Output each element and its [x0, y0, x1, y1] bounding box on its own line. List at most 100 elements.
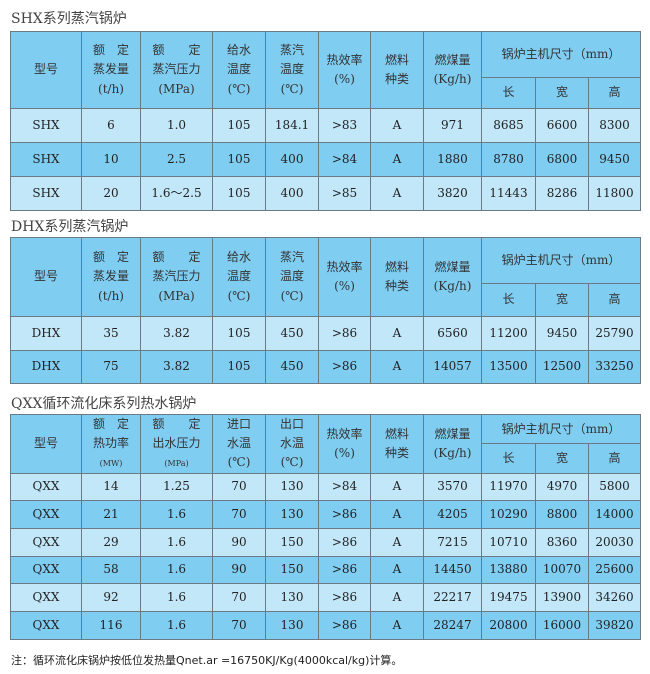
table-cell: 29	[81, 527, 141, 557]
column-header: 燃煤量 (Kg/h)	[423, 237, 482, 317]
table-cell: 105	[212, 316, 266, 351]
dimension-header: 锅炉主机尺寸（mm）	[481, 237, 641, 284]
table-cell: >86	[318, 527, 371, 557]
header-row: 长宽高	[11, 443, 641, 474]
table-cell: 150	[265, 555, 319, 585]
header-text: 蒸汽	[279, 43, 304, 58]
table-cell: 34260	[588, 583, 641, 612]
table-cell: 184.1	[265, 108, 319, 143]
table-cell: >83	[318, 108, 371, 143]
column-header: 燃料 种类	[370, 414, 424, 474]
header-text: 热效率	[326, 426, 363, 441]
table-cell: 400	[265, 176, 319, 211]
table-cell: 10710	[481, 527, 536, 557]
table-cell: 9450	[535, 316, 589, 351]
table-cell: 13880	[481, 555, 536, 585]
header-text: (Kg/h)	[433, 72, 472, 86]
header-text: (%)	[334, 72, 355, 86]
table-cell: 28247	[423, 611, 482, 640]
table-cell: 2.5	[140, 142, 213, 177]
dimension-subheader: 高	[588, 283, 641, 317]
dimension-header: 锅炉主机尺寸（mm）	[481, 31, 641, 78]
table-cell: 6800	[535, 142, 589, 177]
section-title: QXX循环流化床系列热水锅炉	[11, 396, 197, 412]
header-text: 给水	[226, 43, 251, 58]
table-cell: 39820	[588, 611, 641, 640]
table-cell: 3820	[423, 176, 482, 211]
dimension-header: 锅炉主机尺寸（mm）	[481, 413, 641, 445]
table-cell: >86	[318, 611, 371, 640]
table-cell: >86	[318, 316, 371, 351]
table-cell: 4970	[535, 472, 589, 502]
header-text: 出水压力	[152, 436, 201, 451]
table-cell: 6560	[423, 316, 482, 351]
header-text: 型号	[33, 269, 58, 284]
column-header: 型号	[10, 31, 82, 109]
header-text: (MPa)	[158, 288, 195, 303]
column-header: 蒸汽 温度 (℃)	[265, 31, 319, 109]
table-cell: 105	[212, 108, 266, 143]
table-cell: 11443	[481, 176, 536, 211]
table-cell: SHX	[10, 176, 82, 211]
table-cell: SHX	[10, 108, 82, 143]
table-cell: 3.82	[140, 316, 213, 351]
table-cell: 130	[265, 500, 319, 529]
table-cell: 10070	[535, 555, 589, 585]
header-text: 温度	[279, 62, 304, 77]
table-row: DHX 75 3.82 105 450 >86 A 14057 13500 12500 33250	[10, 349, 641, 384]
header-text: 蒸汽压力	[152, 269, 201, 284]
dimension-subheader: 长	[481, 443, 536, 474]
table-cell: A	[370, 555, 424, 585]
table-row: QXX 116 1.6 70 130 >86 A 28247 20800 16000 39820	[10, 611, 641, 640]
table-cell: 8286	[535, 176, 589, 211]
column-header: 型号	[10, 237, 82, 317]
header-text: 蒸发量	[92, 62, 129, 77]
table-cell: 450	[265, 316, 319, 351]
column-header: 进口 水温 (℃)	[212, 414, 266, 474]
header-text: (℃)	[227, 81, 251, 96]
table-cell: 20800	[481, 611, 536, 640]
header-text: 蒸汽压力	[152, 62, 201, 77]
dimension-subheader: 宽	[535, 443, 589, 474]
column-header: 额 定热功率 (MW)	[81, 414, 141, 474]
header-row: 长宽高	[11, 283, 641, 317]
header-text: (℃)	[280, 455, 304, 470]
column-header: 燃煤量 (Kg/h)	[423, 414, 482, 474]
header-text: 额 定	[152, 43, 201, 58]
header-text: (MPa)	[158, 81, 195, 96]
header-text: 种类	[384, 445, 409, 460]
header-text: 热效率	[326, 52, 363, 67]
header-text: 给水	[226, 250, 251, 265]
table-cell: QXX	[10, 583, 82, 612]
table-cell: >86	[318, 500, 371, 529]
table-cell: 12500	[535, 349, 589, 384]
table-cell: 75	[81, 349, 141, 384]
dimension-subheader: 宽	[535, 77, 589, 109]
table-cell: 11970	[481, 472, 536, 502]
column-header: 燃煤量 (Kg/h)	[423, 31, 482, 109]
header-text: (MW)	[99, 459, 123, 469]
table-cell: 16000	[535, 611, 589, 640]
table-cell: 90	[212, 527, 266, 557]
table-cell: A	[370, 108, 424, 143]
table-cell: 1.6	[140, 527, 213, 557]
table-row: QXX 14 1.25 70 130 >84 A 3570 11970 4970 5800	[10, 472, 641, 502]
header-text: 热功率	[92, 436, 129, 451]
table-cell: 130	[265, 583, 319, 612]
table-cell: >85	[318, 176, 371, 211]
table-cell: A	[370, 472, 424, 502]
table-cell: A	[370, 611, 424, 640]
header-text: 温度	[226, 62, 251, 77]
header-text: 温度	[226, 269, 251, 284]
column-header: 额 定蒸发量 (t/h)	[81, 237, 141, 317]
header-text: 燃煤量	[434, 52, 471, 67]
table-cell: 6	[81, 108, 141, 143]
table-row: QXX 29 1.6 90 150 >86 A 7215 10710 8360 20030	[10, 527, 641, 557]
dimension-subheader: 高	[588, 77, 641, 109]
table-cell: QXX	[10, 527, 82, 557]
section-title: SHX系列蒸汽锅炉	[11, 11, 127, 27]
table-cell: 3.82	[140, 349, 213, 384]
table-cell: 70	[212, 500, 266, 529]
table-cell: QXX	[10, 611, 82, 640]
dimension-subheader: 高	[588, 443, 641, 474]
